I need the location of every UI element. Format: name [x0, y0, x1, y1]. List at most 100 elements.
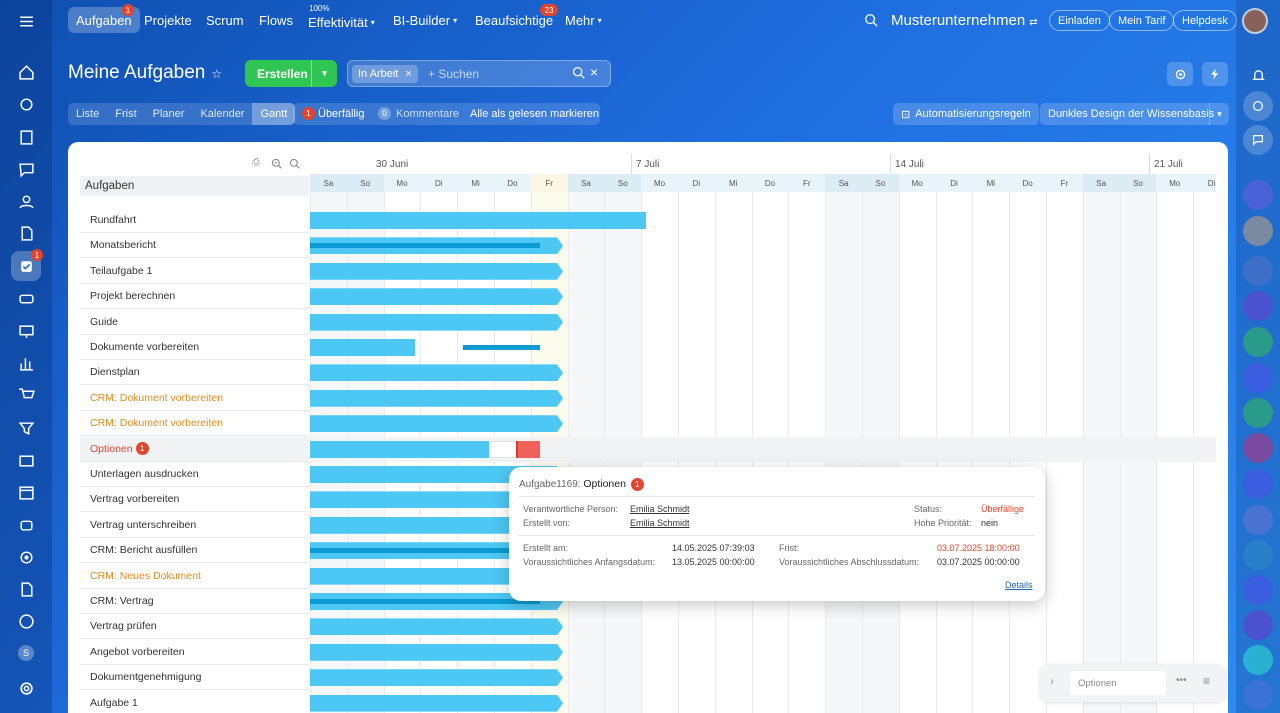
cart-icon[interactable]	[11, 380, 41, 410]
task-bar[interactable]	[310, 669, 563, 686]
deadline-marker[interactable]	[516, 440, 518, 458]
mail-icon[interactable]	[11, 445, 41, 475]
lock-icon[interactable]	[1243, 540, 1273, 570]
popup-created-by[interactable]: Emilia Schmidt	[630, 518, 690, 528]
chat-avatar-9[interactable]	[1243, 610, 1273, 640]
edit-icon[interactable]	[11, 574, 41, 604]
print-icon[interactable]: ⎙	[252, 157, 260, 168]
task-row[interactable]: Optionen 1	[80, 436, 309, 462]
nav-more[interactable]: Mehr ▾	[557, 7, 610, 33]
invite-button[interactable]: Einladen	[1049, 10, 1110, 31]
create-button[interactable]: Erstellen ▾	[245, 60, 337, 87]
company-name[interactable]: Musterunternehmen ⇄	[891, 12, 1038, 29]
search-icon[interactable]	[864, 13, 878, 32]
search-field[interactable]: In Arbeit × + Suchen ×	[347, 60, 611, 87]
nav-flows[interactable]: Flows	[259, 12, 293, 28]
pin-icon[interactable]: ☆	[211, 67, 223, 81]
clear-icon[interactable]: ×	[590, 64, 599, 80]
tariff-button[interactable]: Mein Tarif	[1109, 10, 1175, 31]
task-bar[interactable]	[310, 390, 563, 407]
drive-icon[interactable]	[11, 283, 41, 313]
chat-avatar-4[interactable]	[1243, 291, 1273, 321]
bell-icon[interactable]	[1243, 60, 1273, 90]
task-bar[interactable]	[310, 440, 489, 458]
task-row[interactable]: Dokumentgenehmigung	[80, 665, 309, 691]
settings-icon[interactable]	[11, 673, 41, 703]
task-bar[interactable]	[310, 568, 563, 585]
task-row[interactable]: Monatsbericht	[80, 233, 309, 259]
lock-icon[interactable]	[1243, 398, 1273, 428]
task-row[interactable]: CRM: Vertrag	[80, 589, 309, 614]
nav-efficiency[interactable]: Effektivität ▾	[300, 9, 383, 35]
feed-icon[interactable]	[11, 89, 41, 119]
support-icon[interactable]	[11, 606, 41, 636]
chevron-down-icon[interactable]: ▾	[311, 60, 337, 87]
chat-avatar-5[interactable]	[1243, 363, 1273, 393]
task-row[interactable]: Dienstplan	[80, 360, 309, 386]
lightning-icon[interactable]	[1202, 62, 1228, 86]
task-bar[interactable]	[310, 491, 563, 508]
search-icon[interactable]	[572, 66, 585, 84]
task-row[interactable]: Unterlagen ausdrucken	[80, 462, 309, 487]
more-icon[interactable]: •••	[1176, 675, 1187, 686]
task-bar[interactable]	[310, 517, 563, 534]
task-row[interactable]: CRM: Neues Dokument	[80, 564, 309, 589]
popup-responsible[interactable]: Emilia Schmidt	[630, 504, 690, 514]
close-icon[interactable]: ×	[405, 68, 412, 80]
task-row[interactable]: Rundfahrt	[80, 208, 309, 233]
chat-avatar-3[interactable]	[1243, 256, 1273, 286]
theme-select[interactable]: Dunkles Design der Wissensbasis ▾	[1040, 103, 1229, 125]
zoom-out-icon[interactable]	[289, 156, 300, 174]
gear-icon[interactable]	[1167, 62, 1193, 86]
task-row[interactable]: Dokumente vorbereiten	[80, 335, 309, 360]
task-row[interactable]: CRM: Dokument vorbereiten	[80, 386, 309, 411]
task-progress[interactable]	[310, 243, 540, 249]
user-avatar[interactable]	[1242, 8, 1268, 34]
board-icon[interactable]	[11, 316, 41, 346]
nav-supervise[interactable]: Beaufsichtige	[475, 12, 554, 28]
task-bar-gap[interactable]	[489, 440, 517, 458]
nav-projects[interactable]: Projekte	[144, 12, 192, 28]
target-icon[interactable]	[11, 542, 41, 572]
task-row[interactable]: Angebot vorbereiten	[80, 640, 309, 665]
task-row[interactable]: Projekt berechnen	[80, 284, 309, 310]
helpdesk-button[interactable]: Helpdesk	[1173, 10, 1237, 31]
task-bar[interactable]	[310, 263, 563, 280]
analytics-icon[interactable]	[11, 348, 41, 378]
nav-bi-builder[interactable]: BI-Builder ▾	[385, 7, 465, 33]
task-row[interactable]: CRM: Dokument vorbereiten	[80, 411, 309, 437]
tab-deadline[interactable]: Frist	[115, 108, 137, 120]
robot-icon[interactable]	[11, 509, 41, 539]
chat-avatar-7[interactable]	[1243, 505, 1273, 535]
options-input[interactable]: Optionen	[1070, 671, 1166, 695]
task-row[interactable]: Vertrag vorbereiten	[80, 487, 309, 513]
chat-avatar-8[interactable]	[1243, 575, 1273, 605]
task-bar[interactable]	[310, 415, 563, 432]
contacts-icon[interactable]	[11, 186, 41, 216]
avatar-small[interactable]: S	[11, 638, 41, 668]
chat-avatar-10[interactable]	[1243, 680, 1273, 710]
task-bar[interactable]	[310, 314, 563, 331]
chat-bubble-icon[interactable]	[1243, 645, 1273, 675]
tab-list[interactable]: Liste	[76, 108, 100, 120]
task-bar[interactable]	[310, 618, 563, 635]
comments-filter[interactable]: Kommentare	[396, 108, 459, 120]
funnel-icon[interactable]	[11, 413, 41, 443]
file-icon[interactable]	[11, 218, 41, 248]
task-bar[interactable]	[310, 364, 563, 381]
task-row[interactable]: Aufgabe 1	[80, 691, 309, 713]
home-icon[interactable]	[11, 57, 41, 87]
search-input[interactable]: + Suchen	[428, 67, 480, 81]
task-row[interactable]: Teilaufgabe 1	[80, 259, 309, 284]
chat-avatar-2[interactable]	[1243, 216, 1273, 246]
calendar-icon[interactable]	[11, 477, 41, 507]
task-bar[interactable]	[310, 212, 646, 229]
chat-icon[interactable]	[11, 154, 41, 184]
activity-icon[interactable]	[1243, 91, 1273, 121]
task-bar[interactable]	[310, 339, 415, 356]
task-row[interactable]: Guide	[80, 310, 309, 335]
docs-icon[interactable]	[11, 122, 41, 152]
popup-task-name[interactable]: Optionen	[583, 478, 626, 490]
tab-gantt[interactable]: Gantt	[252, 103, 296, 125]
overdue-filter[interactable]: Überfällig	[318, 108, 365, 120]
